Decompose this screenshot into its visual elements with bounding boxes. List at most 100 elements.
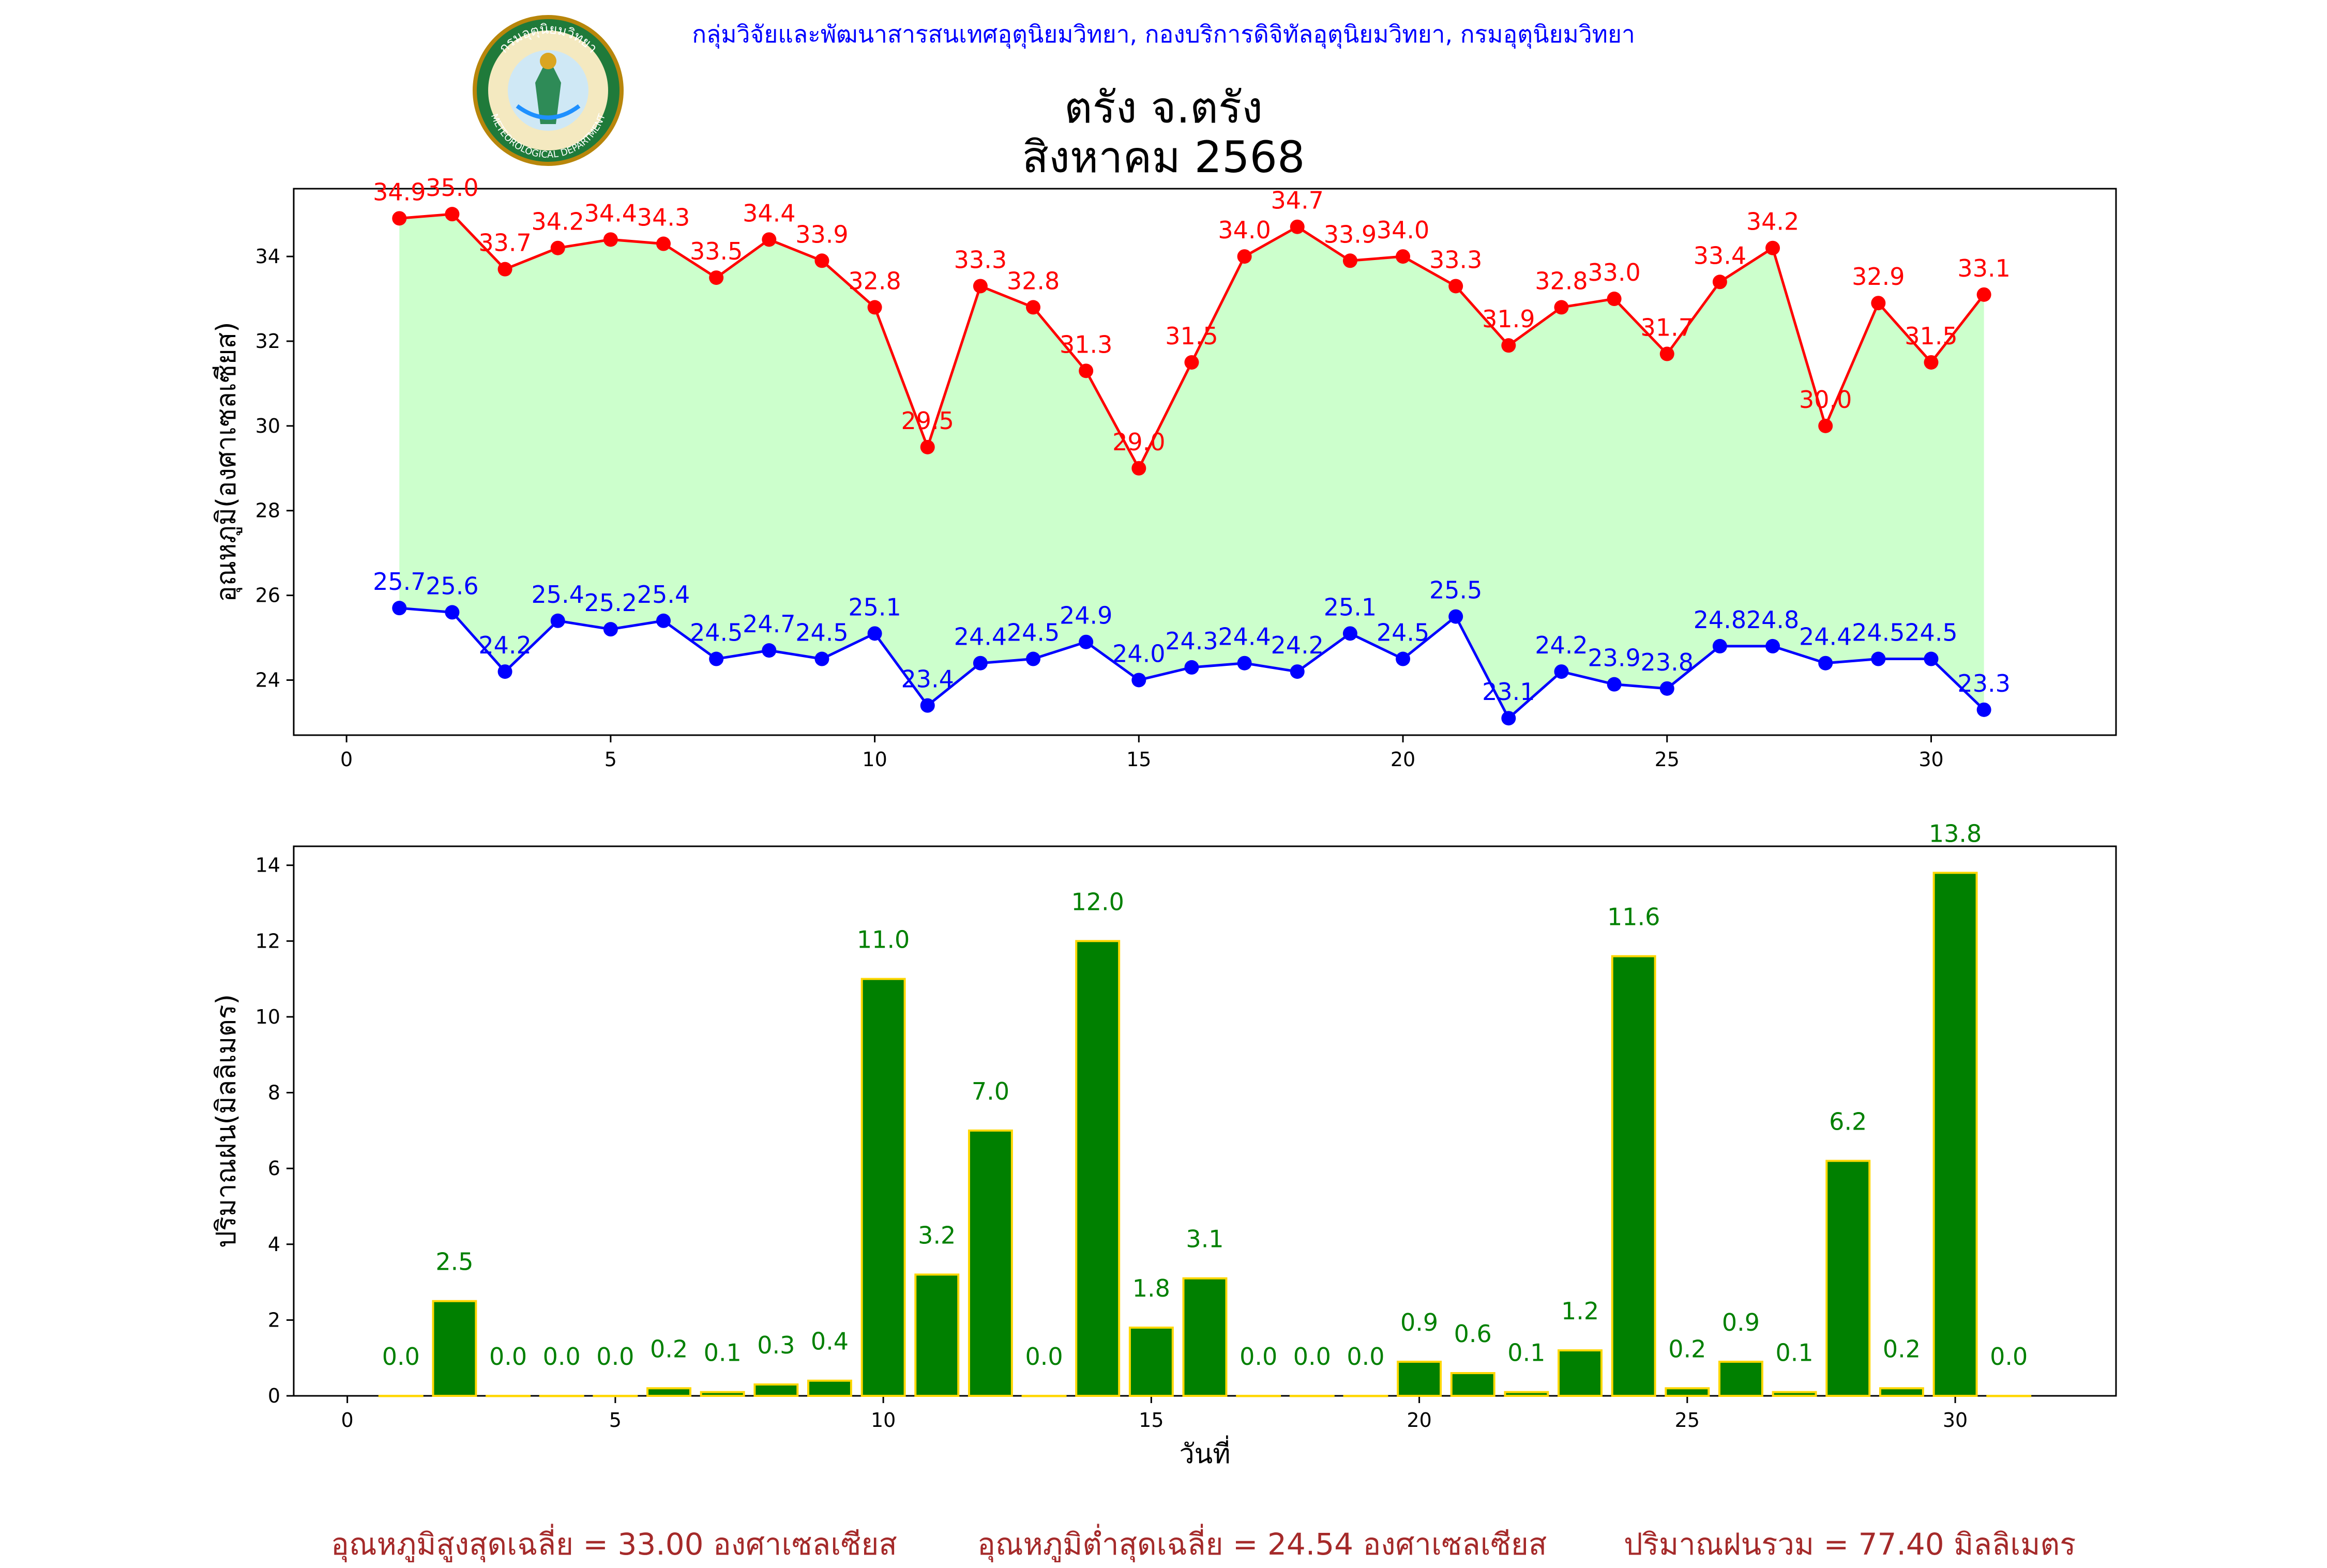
max-temp-point <box>656 236 671 251</box>
rain-value-label: 0.9 <box>1722 1308 1760 1336</box>
max-temp-value-label: 34.0 <box>1218 216 1271 244</box>
rain-value-label: 11.6 <box>1607 903 1660 931</box>
min-temp-value-label: 23.1 <box>1482 678 1535 706</box>
temp-plot-frame <box>293 188 2117 736</box>
rain-value-label: 0.0 <box>1990 1343 2028 1371</box>
min-temp-point <box>709 651 724 666</box>
max-temp-point <box>603 232 618 247</box>
rain-bar <box>646 1387 691 1397</box>
rain-ytick-label: 14 <box>255 854 280 877</box>
min-temp-value-label: 25.1 <box>848 593 901 621</box>
min-temp-value-label: 24.8 <box>1694 606 1746 634</box>
max-temp-point <box>1871 296 1886 311</box>
min-temp-value-label: 24.2 <box>1271 631 1324 659</box>
min-temp-point <box>1976 702 1991 717</box>
rain-xtick-label: 0 <box>341 1409 354 1432</box>
rain-bar <box>1397 1361 1442 1397</box>
rain-value-label: 2.5 <box>435 1248 473 1276</box>
rain-value-label: 0.0 <box>1240 1343 1277 1371</box>
rain-ytick-label: 10 <box>255 1006 280 1028</box>
rain-value-label: 1.8 <box>1132 1274 1170 1302</box>
rain-value-label: 3.2 <box>918 1221 956 1249</box>
min-temp-point <box>867 626 882 641</box>
min-temp-value-label: 23.3 <box>1957 669 2010 697</box>
rain-value-label: 0.0 <box>382 1343 420 1371</box>
max-temp-point <box>1765 240 1780 255</box>
min-temp-point <box>1712 638 1727 653</box>
rain-value-label: 12.0 <box>1071 888 1124 916</box>
min-temp-value-label: 24.2 <box>478 631 531 659</box>
max-temp-value-label: 33.0 <box>1588 258 1640 286</box>
max-temp-value-label: 34.3 <box>637 204 690 232</box>
rain-bar <box>1075 940 1121 1397</box>
temp-ylabel: อุณหภูมิ(องศาเซลเซียส) <box>211 322 243 602</box>
min-temp-point <box>1871 651 1886 666</box>
chart-title: ตรัง จ.ตรัง สิงหาคม 2568 <box>0 83 2327 182</box>
rain-xtick-label: 15 <box>1139 1409 1164 1432</box>
min-temp-point <box>445 605 460 620</box>
max-temp-point <box>1976 287 1991 302</box>
total-rain-text: ปริมาณฝนรวม = 77.40 มิลลิเมตร <box>1624 1527 2076 1562</box>
max-temp-value-label: 31.3 <box>1060 330 1112 358</box>
rain-bar <box>1182 1277 1228 1397</box>
max-temp-point <box>709 270 724 285</box>
max-temp-value-label: 34.7 <box>1271 187 1324 215</box>
rain-bar <box>1504 1391 1549 1397</box>
min-temp-point <box>1342 626 1357 641</box>
min-temp-point <box>1396 651 1411 666</box>
rain-value-label: 0.4 <box>811 1328 849 1356</box>
rain-xtick-label: 10 <box>871 1409 896 1432</box>
temp-xtick-label: 0 <box>340 748 353 771</box>
max-temp-value-label: 34.2 <box>532 208 584 236</box>
rain-value-label: 0.1 <box>1776 1339 1814 1367</box>
min-temp-value-label: 24.3 <box>1165 627 1218 655</box>
max-temp-value-label: 33.9 <box>1324 220 1377 248</box>
min-temp-value-label: 23.8 <box>1641 648 1694 676</box>
avg-max-temp-text: อุณหภูมิสูงสุดเฉลี่ย = 33.00 องศาเซลเซีย… <box>331 1527 897 1562</box>
max-temp-point <box>1607 292 1622 307</box>
rain-xtick-label: 20 <box>1407 1409 1431 1432</box>
rain-value-label: 0.0 <box>1025 1343 1063 1371</box>
max-temp-value-label: 34.2 <box>1746 208 1799 236</box>
max-temp-value-label: 34.4 <box>743 199 795 227</box>
max-temp-point <box>762 232 777 247</box>
temp-range-fill <box>399 214 1984 719</box>
min-temp-value-label: 24.4 <box>954 623 1007 651</box>
min-temp-value-label: 24.5 <box>1007 619 1060 647</box>
max-temp-point <box>1712 275 1727 290</box>
min-temp-value-label: 24.5 <box>1377 619 1429 647</box>
max-temp-point <box>1342 253 1357 268</box>
max-temp-point <box>1924 355 1939 370</box>
min-temp-point <box>1607 677 1622 692</box>
rain-value-label: 11.0 <box>857 926 910 954</box>
max-temp-value-label: 33.7 <box>478 229 531 257</box>
max-temp-value-label: 34.9 <box>373 178 426 206</box>
max-temp-point <box>920 439 935 454</box>
max-temp-point <box>1501 338 1516 353</box>
min-temp-point <box>814 651 829 666</box>
rain-value-label: 6.2 <box>1829 1107 1867 1135</box>
min-temp-point <box>973 656 988 671</box>
min-temp-value-label: 24.2 <box>1535 631 1588 659</box>
rain-value-label: 0.0 <box>489 1343 527 1371</box>
summary-footer: อุณหภูมิสูงสุดเฉลี่ย = 33.00 องศาเซลเซีย… <box>0 1520 2327 1562</box>
min-temp-value-label: 24.7 <box>743 610 795 638</box>
min-temp-point <box>1079 634 1094 649</box>
min-temp-point <box>1554 664 1569 679</box>
max-temp-value-label: 30.0 <box>1799 386 1852 414</box>
rain-ytick-label: 12 <box>255 930 280 952</box>
rain-bar <box>1128 1327 1174 1397</box>
max-temp-point <box>497 262 512 277</box>
rain-value-label: 13.8 <box>1929 819 1982 847</box>
temp-ytick-label: 28 <box>255 499 280 522</box>
rain-xlabel: วันที่ <box>1179 1435 1230 1470</box>
min-temp-value-label: 24.5 <box>690 619 743 647</box>
min-temp-point <box>1765 638 1780 653</box>
max-temp-value-label: 29.0 <box>1112 428 1165 456</box>
rain-xtick-label: 25 <box>1675 1409 1700 1432</box>
max-temp-point <box>973 279 988 294</box>
rain-bar <box>700 1391 745 1397</box>
rain-value-label: 0.3 <box>757 1331 795 1359</box>
max-temp-point <box>1290 219 1305 234</box>
max-temp-value-label: 35.0 <box>426 174 478 202</box>
